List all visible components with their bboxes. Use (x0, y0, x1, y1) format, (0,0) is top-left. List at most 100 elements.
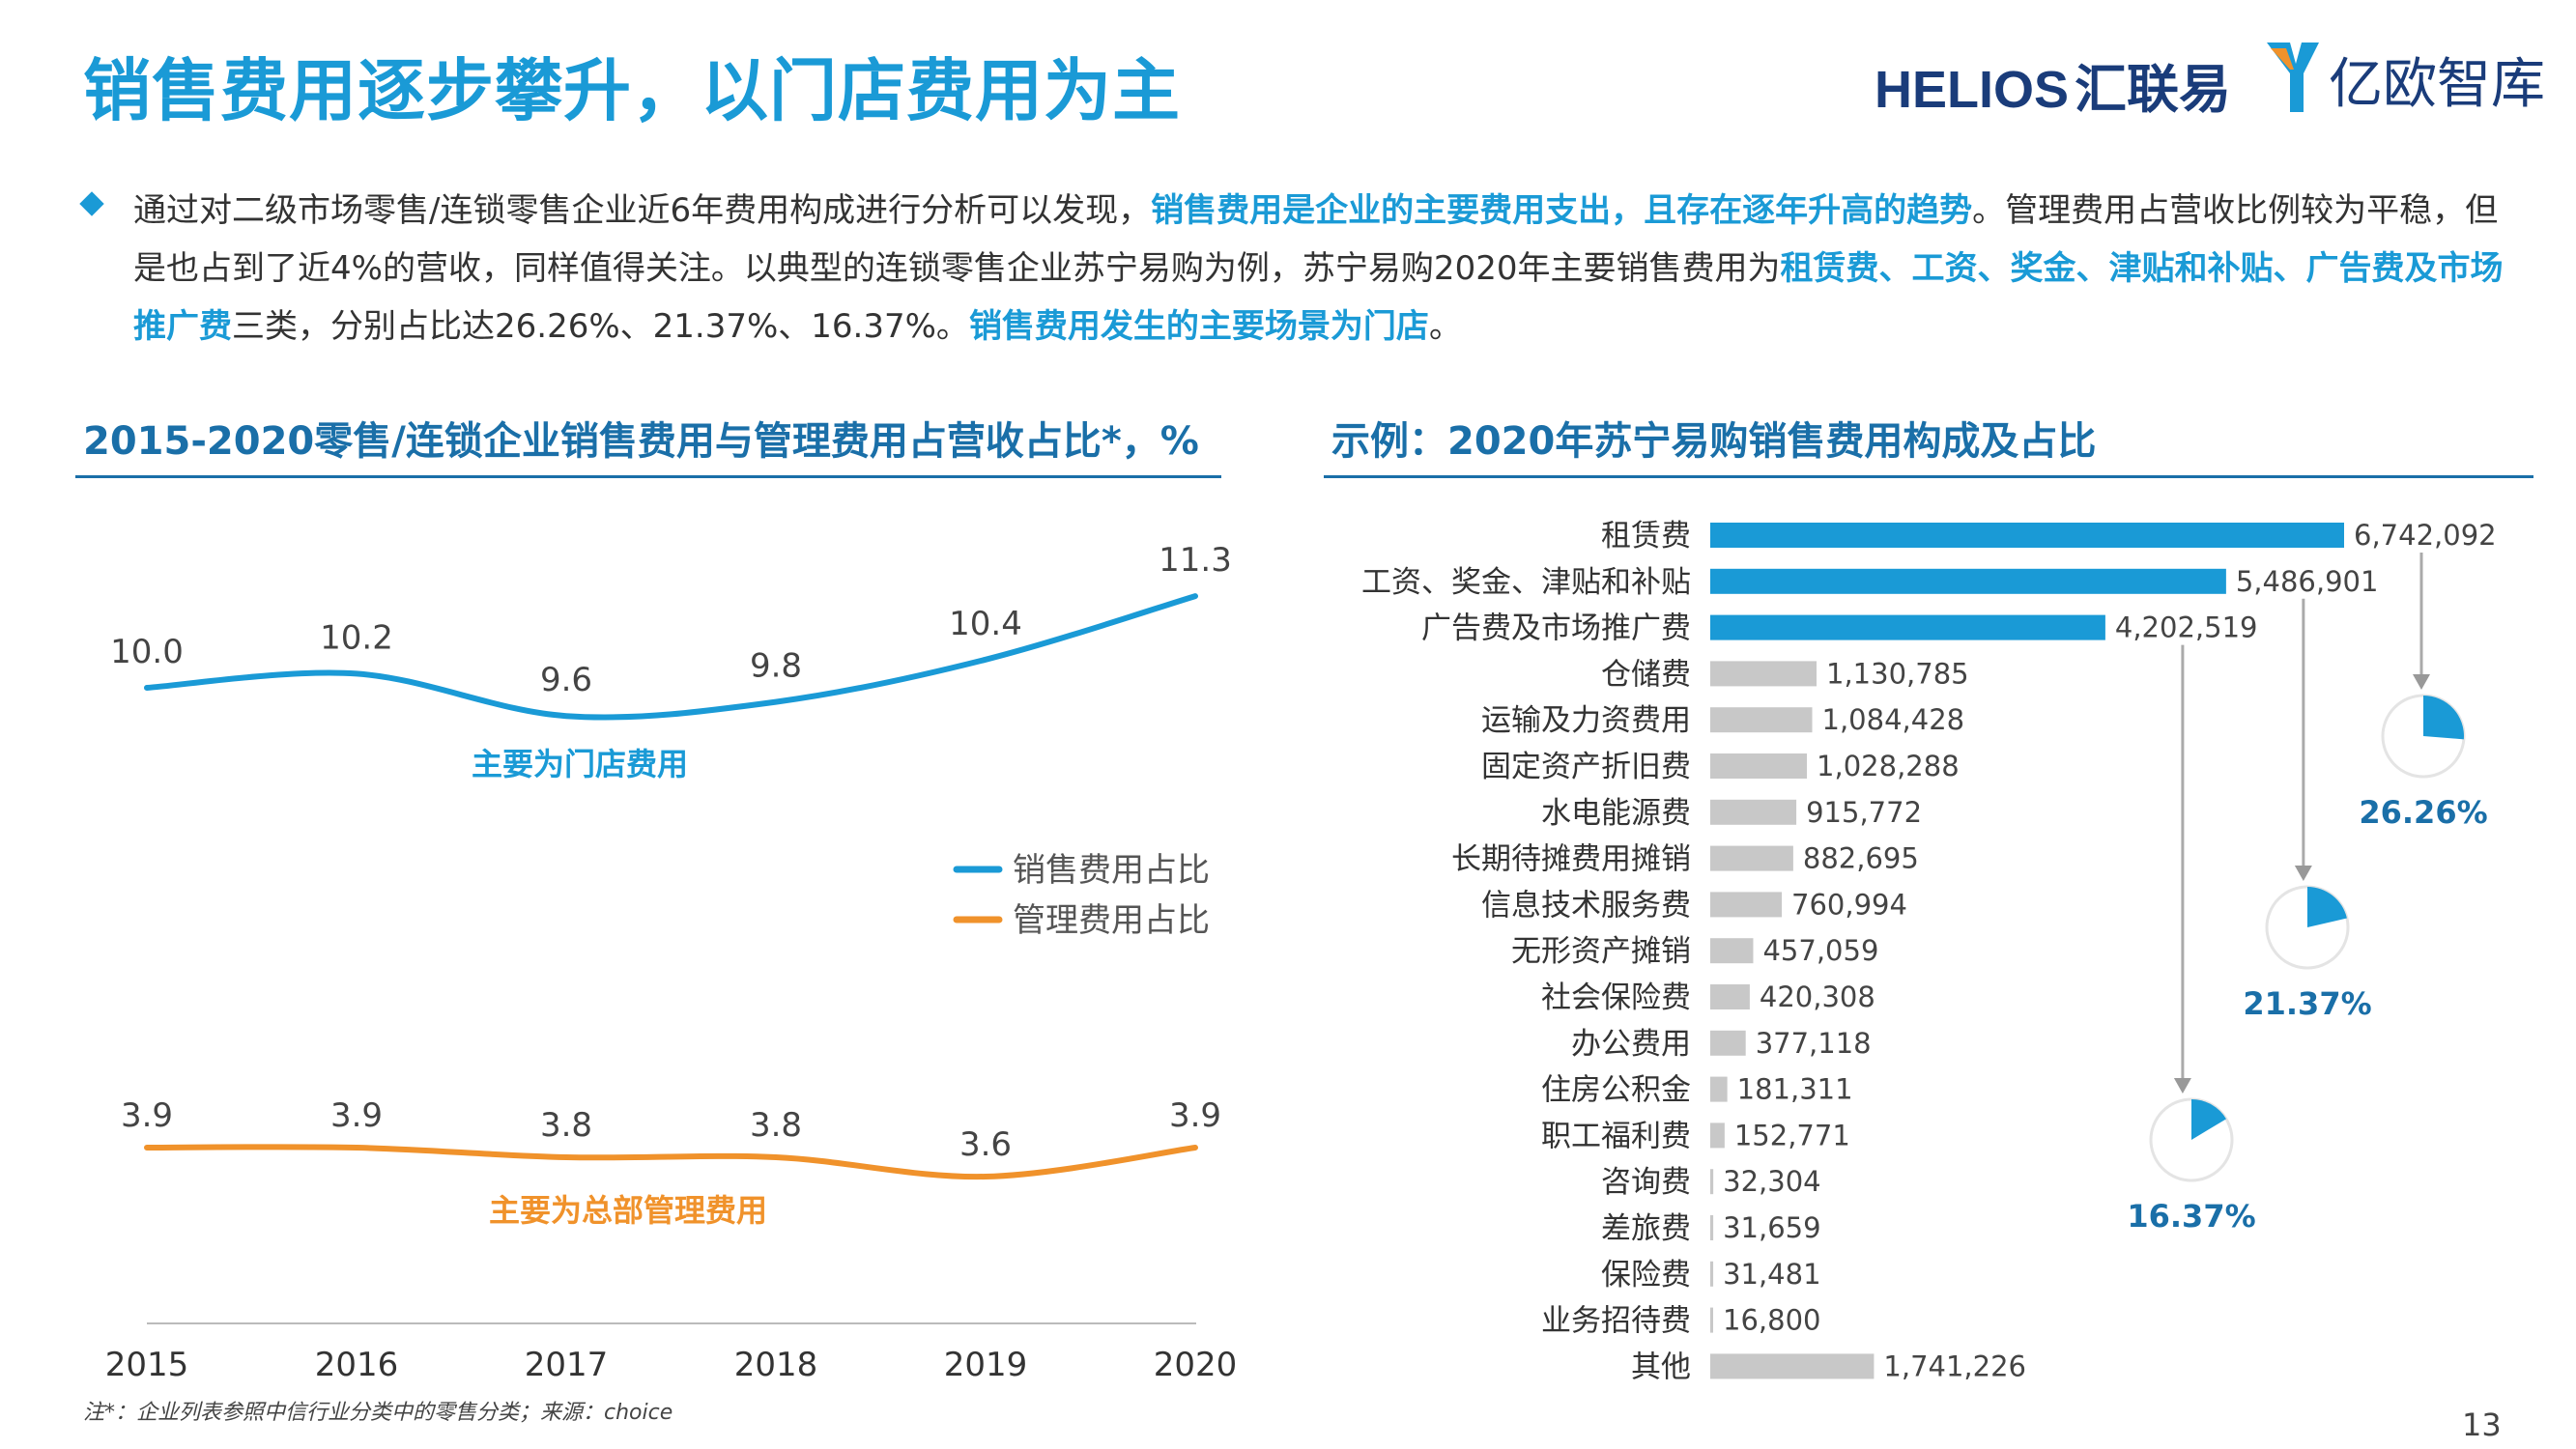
pie-percent-label: 26.26% (2359, 794, 2487, 831)
bar (1710, 1030, 1746, 1056)
bar-category-label: 租赁费 (1601, 519, 1691, 554)
footnote: 注*：企业列表参照中信行业分类中的零售分类；来源：choice (83, 1401, 673, 1425)
admin-data-label: 3.9 (121, 1096, 173, 1135)
bar-value-label: 5,486,901 (2236, 565, 2379, 598)
bar-value-label: 32,304 (1723, 1165, 1820, 1198)
bar-category-label: 水电能源费 (1541, 796, 1691, 831)
bar (1710, 938, 1754, 964)
intro-text-1: 通过对二级市场零售/连锁零售企业近6年费用构成进行分析可以发现， (133, 191, 1152, 230)
x-tick-label: 2017 (525, 1346, 609, 1384)
bar-value-label: 6,742,092 (2354, 519, 2497, 552)
x-tick-label: 2019 (944, 1346, 1028, 1384)
bar (1710, 799, 1797, 825)
left-section-rule (75, 475, 1221, 478)
sales-data-label: 10.4 (949, 605, 1022, 643)
bar (1710, 753, 1808, 779)
bar-category-label: 固定资产折旧费 (1481, 750, 1691, 784)
admin-data-label: 3.9 (330, 1096, 383, 1135)
bar (1710, 892, 1783, 918)
highlight-bar (1710, 568, 2226, 594)
bar-value-label: 882,695 (1803, 842, 1919, 875)
intro-text-3: 三类，分别占比达26.26%、21.37%、16.37%。 (232, 307, 969, 346)
bar-category-label: 职工福利费 (1541, 1119, 1691, 1153)
bar (1710, 707, 1813, 733)
bar-category-label: 咨询费 (1601, 1165, 1691, 1200)
bar-value-label: 4,202,519 (2115, 611, 2258, 644)
sales-data-label: 9.8 (750, 647, 802, 686)
bar-category-label: 广告费及市场推广费 (1421, 611, 1691, 646)
pie-arrow-icon (2413, 674, 2430, 690)
bar (1710, 1261, 1714, 1287)
admin-data-label: 3.8 (750, 1106, 802, 1145)
bar-value-label: 31,659 (1723, 1211, 1820, 1244)
pie-slice (2423, 696, 2464, 740)
helios-logo: HELIOS 汇联易 (1875, 46, 2231, 123)
intro-text-4: 。 (1428, 307, 1462, 346)
page-title: 销售费用逐步攀升，以门店费用为主 (83, 51, 1181, 130)
bar-value-label: 377,118 (1756, 1027, 1872, 1060)
bar-category-label: 运输及力资费用 (1481, 703, 1691, 738)
sales-data-label: 10.2 (320, 618, 393, 657)
huilianyi-logo-text: 汇联易 (2075, 61, 2232, 119)
intro-highlight-2: 租赁费、工资、奖金、津贴和补贴、广告费及市场推广费 (133, 249, 2504, 346)
sales-data-label: 11.3 (1159, 541, 1232, 580)
admin-data-label: 3.6 (959, 1125, 1012, 1164)
bar-chart: 租赁费 6,742,092 工资、奖金、津贴和补贴 5,486,901 广告费及市场推广… (1361, 519, 2497, 1384)
bar (1710, 984, 1750, 1009)
sales-expense-line (144, 593, 1198, 721)
legend-admin-label: 管理费用占比 (1013, 901, 1210, 940)
bar-value-label: 760,994 (1791, 888, 1907, 921)
bar-category-label: 业务招待费 (1541, 1304, 1691, 1339)
highlight-bar (1710, 614, 2105, 640)
bar (1710, 845, 1793, 871)
pie-percent-label: 21.37% (2243, 985, 2371, 1022)
x-tick-label: 2016 (315, 1346, 399, 1384)
bar (1710, 1353, 1875, 1379)
page-number: 13 (2462, 1406, 2502, 1443)
bar-category-label: 办公费用 (1571, 1027, 1691, 1062)
bar-value-label: 16,800 (1723, 1304, 1820, 1337)
bar-category-label: 仓储费 (1601, 657, 1691, 692)
yiou-logo-mark (2267, 43, 2319, 112)
line-chart: 10.0 10.2 9.6 9.8 10.4 11.3 3.9 3.9 3.8 3.8 3.6 3.9… (105, 541, 1238, 1384)
bar (1710, 1076, 1728, 1102)
bar-value-label: 1,084,428 (1822, 703, 1965, 736)
admin-annotation: 主要为总部管理费用 (489, 1192, 767, 1229)
bar-category-label: 保险费 (1601, 1258, 1691, 1293)
bar-value-label: 420,308 (1760, 980, 1875, 1013)
intro-highlight-3: 销售费用发生的主要场景为门店 (968, 307, 1429, 346)
bar-category-label: 无形资产摊销 (1511, 934, 1691, 969)
bar-value-label: 457,059 (1762, 934, 1878, 967)
bar (1710, 1122, 1725, 1149)
admin-expense-line (144, 1144, 1198, 1180)
intro-highlight-1: 销售费用是企业的主要费用支出，且存在逐年升高的趋势 (1151, 191, 1973, 230)
sales-annotation: 主要为门店费用 (472, 746, 688, 782)
yiou-logo: 亿欧智库 (2267, 43, 2545, 116)
bar-category-label: 长期待摊费用摊销 (1451, 842, 1691, 877)
yiou-logo-text: 亿欧智库 (2329, 53, 2545, 116)
pie-slice (2307, 887, 2347, 927)
bar-category-label: 信息技术服务费 (1481, 888, 1691, 923)
left-section-title: 2015-2020零售/连锁企业销售费用与管理费用占营收占比*，% (83, 419, 1199, 464)
bar-value-label: 31,481 (1723, 1258, 1820, 1291)
bar (1710, 661, 1818, 687)
x-tick-label: 2018 (734, 1346, 818, 1384)
sales-data-label: 10.0 (110, 633, 184, 671)
admin-data-label: 3.8 (540, 1106, 592, 1145)
bar-category-label: 工资、奖金、津贴和补贴 (1361, 565, 1691, 600)
bar-value-label: 152,771 (1734, 1119, 1850, 1151)
pie-percent-label: 16.37% (2127, 1198, 2255, 1235)
bar (1710, 1215, 1714, 1240)
bar-value-label: 181,311 (1737, 1073, 1853, 1106)
helios-logo-text: HELIOS (1875, 61, 2070, 119)
bar-category-label: 其他 (1631, 1350, 1691, 1384)
right-section-title: 示例：2020年苏宁易购销售费用构成及占比 (1331, 419, 2097, 464)
bar-value-label: 1,130,785 (1826, 657, 1969, 690)
highlight-bar (1710, 523, 2344, 548)
bar-category-label: 差旅费 (1601, 1211, 1691, 1246)
pie-slice (2191, 1099, 2226, 1140)
x-tick-label: 2015 (105, 1346, 189, 1384)
admin-data-label: 3.9 (1169, 1096, 1221, 1135)
bar (1710, 1307, 1713, 1333)
pie-arrow-icon (2173, 1078, 2191, 1094)
